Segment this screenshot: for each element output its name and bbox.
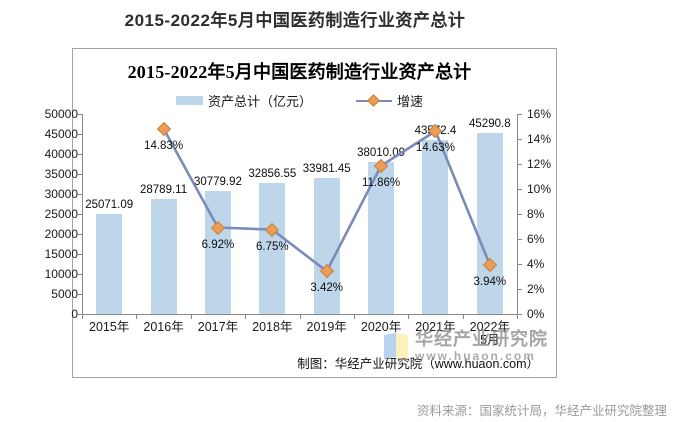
x-axis-label: 2022年 5月 [469,320,510,347]
x-axis-tick [136,315,138,319]
y-axis-left-tick [78,194,82,195]
y-axis-left-label: 40000 [44,147,78,161]
y-axis-left [82,114,83,314]
x-axis-tick [299,315,301,319]
y-axis-right [517,114,518,314]
bar-value-label: 45290.8 [469,117,511,130]
y-axis-left-tick [78,134,82,135]
legend-item-growth: 增速 [356,91,423,110]
y-axis-right-tick [518,189,522,190]
y-axis-right-tick [518,314,522,315]
bar-2021年 [422,139,449,314]
y-axis-right-label: 10% [527,182,552,196]
y-axis-right-label: 0% [527,307,545,321]
y-axis-left-tick [78,254,82,255]
bar-value-label: 30779.92 [193,175,242,188]
bar-2022年5月 [476,132,503,314]
chart-head: 2015-2022年5月中国医药制造行业资产总计 资产总计（亿元） 增速 [81,58,518,110]
x-axis-tick [82,315,83,319]
x-axis-label: 2016年 [143,320,184,334]
growth-value-label: 11.86% [361,176,401,189]
x-axis-tick [517,315,518,319]
x-axis-label: 2021年 [415,320,456,334]
y-axis-right-tick [518,114,522,115]
y-axis-right-label: 4% [527,257,545,271]
y-axis-right-tick [518,289,522,290]
bar-2016年 [150,198,177,314]
growth-value-label: 14.63% [415,142,455,155]
y-axis-left-label: 50000 [44,107,78,121]
page-title: 2015-2022年5月中国医药制造行业资产总计 [124,11,466,30]
y-axis-left-label: 20000 [44,227,78,241]
source-note: 资料来源：国家统计局，华经产业研究院整理 [416,404,667,418]
x-axis-tick [353,315,355,319]
bar-value-label: 32856.55 [248,167,297,180]
x-axis-tick [245,315,247,319]
chart-footer-credit: 制图：华经产业研究院（www.huaon.com） [297,357,539,371]
y-axis-right-label: 16% [527,107,552,121]
x-axis [82,314,518,315]
bar-value-label: 25071.09 [85,198,134,211]
y-axis-right-label: 12% [527,157,552,171]
x-axis-label: 2019年 [306,320,347,334]
line-series-swatch [356,94,392,107]
legend-label-assets: 资产总计（亿元） [207,94,312,109]
legend: 资产总计（亿元） 增速 [81,91,518,110]
y-axis-left-tick [78,274,82,275]
diamond-marker-icon [367,94,380,107]
y-axis-right-tick [518,164,522,165]
y-axis-right-tick [518,214,522,215]
bar-value-label: 38010.09 [357,146,406,159]
x-axis-label: 2015年 [89,320,130,334]
y-axis-left-tick [78,294,82,295]
y-axis-right-label: 8% [527,207,545,221]
x-axis-tick [190,315,192,319]
y-axis-right-tick [518,139,522,140]
y-axis-right-label: 14% [527,132,552,146]
y-axis-left-tick [78,154,82,155]
y-axis-right-label: 2% [527,282,545,296]
growth-value-label: 3.42% [310,282,343,295]
y-axis-left-tick [78,314,82,315]
y-axis-left-label: 10000 [44,267,78,281]
chart-frame: 2015-2022年5月中国医药制造行业资产总计 资产总计（亿元） 增速 0 50… [45,48,557,378]
y-axis-right-label: 6% [527,232,545,246]
y-axis-left-label: 0 [71,307,78,321]
bar-value-label: 33981.45 [302,163,351,176]
y-axis-left-tick [78,174,82,175]
x-axis-label: 2017年 [197,320,239,334]
growth-value-label: 14.83% [144,139,184,152]
growth-value-label: 6.92% [201,238,235,251]
plot-area: 0 5000 10000 15000 20000 25000 30000 35000 40000… [45,108,551,347]
y-axis-left-label: 30000 [44,187,78,201]
bar-2020年 [368,161,395,314]
growth-value-label: 3.94% [473,275,507,288]
y-axis-right-tick [518,239,522,240]
y-axis-left-label: 15000 [44,247,78,261]
y-axis-left-tick [78,114,82,115]
bar-series-swatch [175,96,203,105]
y-axis-left-tick [78,234,82,235]
legend-item-assets: 资产总计（亿元） [175,91,312,110]
legend-label-growth: 增速 [397,94,424,109]
y-axis-right-tick [518,264,522,265]
y-axis-left-tick [78,214,82,215]
y-axis-left-label: 45000 [44,127,78,141]
growth-value-label: 6.75% [256,240,289,253]
x-axis-label: 2020年 [360,320,402,334]
x-axis-tick [462,315,464,319]
chart-title: 2015-2022年5月中国医药制造行业资产总计 [127,62,472,82]
x-axis-tick [408,315,410,319]
bar-2018年 [259,182,286,314]
x-axis-label: 2018年 [252,320,293,334]
y-axis-left-label: 25000 [44,207,78,221]
y-axis-left-label: 35000 [44,167,78,181]
y-axis-left-label: 5000 [51,287,78,301]
bar-2015年 [96,213,123,314]
bar-value-label: 28789.11 [140,183,188,196]
bar-2019年 [313,178,340,314]
